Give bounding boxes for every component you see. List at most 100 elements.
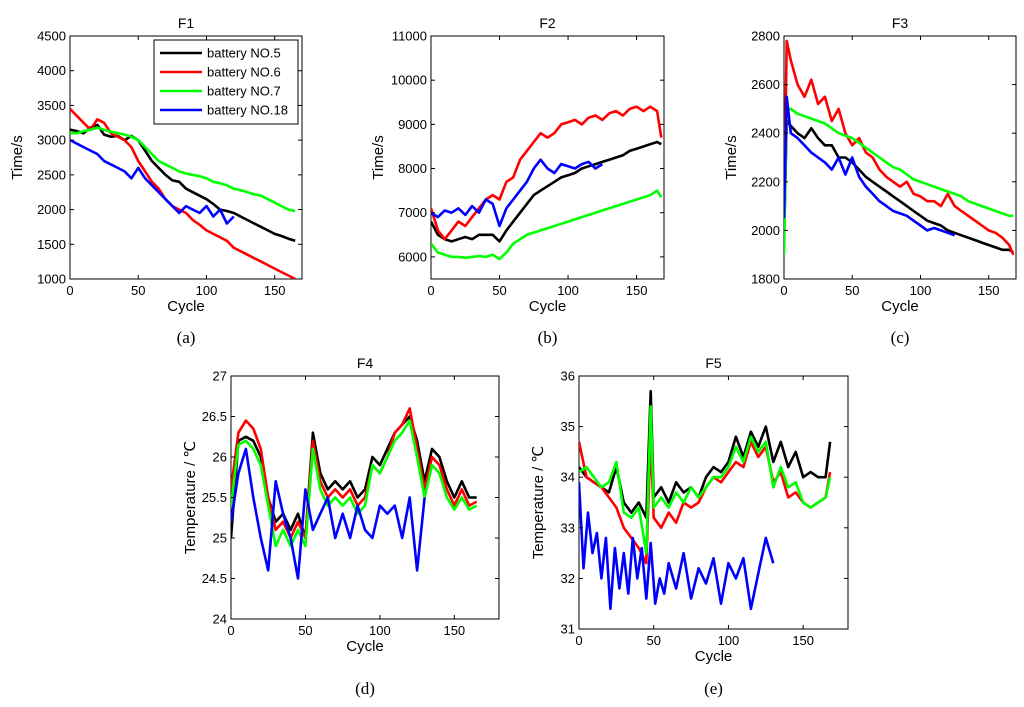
x-axis-label: Cycle [529, 298, 567, 315]
series-line-battery-no-18 [579, 482, 775, 611]
x-axis-label: Cycle [167, 298, 205, 315]
x-axis-label: Cycle [881, 298, 919, 315]
y-axis-label: Time/s [723, 135, 740, 179]
y-tick-label: 3500 [37, 98, 66, 113]
y-tick-label: 24 [213, 612, 227, 627]
y-tick-label: 11000 [392, 29, 427, 44]
y-tick-label: 2000 [37, 202, 66, 217]
y-tick-label: 1500 [37, 237, 66, 252]
plot-area [578, 375, 849, 630]
series-line-battery-no-5 [70, 123, 296, 243]
plot-area [783, 35, 1017, 280]
y-tick-label: 36 [561, 369, 575, 384]
y-tick-label: 24.5 [202, 571, 227, 586]
y-tick-label: 3000 [37, 133, 66, 148]
x-tick-label: 150 [978, 283, 1000, 298]
x-tick-label: 150 [792, 633, 814, 648]
y-tick-label: 2400 [751, 126, 780, 141]
x-tick-label: 0 [66, 283, 73, 298]
panel-title: F2 [539, 15, 556, 31]
x-axis-label: Cycle [346, 638, 384, 655]
panel-title: F1 [178, 15, 195, 31]
panel-title: F4 [357, 355, 374, 371]
panel-caption: (c) [891, 328, 910, 347]
y-tick-label: 34 [561, 470, 575, 485]
series-line-battery-no-18 [231, 447, 426, 580]
legend-label-battery-no-6: battery NO.6 [207, 65, 281, 80]
series-line-battery-no-6 [579, 435, 832, 565]
series-line-battery-no-18 [784, 95, 956, 237]
panel-f3: 0 50 100 150 1800 2000 2200 2400 2600 2800 F3 Cycle… [723, 15, 1017, 347]
legend-label-battery-no-7: battery NO.7 [207, 84, 281, 99]
x-tick-label: 0 [575, 633, 582, 648]
x-axis-label: Cycle [695, 648, 733, 665]
series-line-battery-no-6 [431, 105, 663, 241]
x-tick-label: 150 [264, 283, 286, 298]
x-tick-label: 100 [910, 283, 932, 298]
x-tick-label: 150 [443, 623, 465, 638]
panel-f2: 0 50 100 150 6000 7000 8000 9000 10000 11000 F2 Cyc… [370, 15, 665, 347]
y-tick-label: 2500 [37, 167, 66, 182]
x-tick-label: 50 [131, 283, 145, 298]
panel-title: F3 [892, 15, 909, 31]
y-tick-label: 10000 [391, 73, 427, 88]
y-axis-label: Time/s [370, 135, 387, 179]
y-tick-label: 26.5 [202, 409, 227, 424]
panel-title: F5 [705, 355, 722, 371]
y-axis-label: Time/s [9, 135, 26, 179]
x-tick-label: 100 [718, 633, 740, 648]
y-tick-label: 25.5 [202, 490, 227, 505]
panel-f5: 0 50 100 150 31 32 33 34 35 36 F5 Cycle Temperature … [530, 355, 849, 698]
x-tick-label: 50 [492, 283, 506, 298]
panel-caption: (a) [177, 328, 196, 347]
series-line-battery-no-5 [784, 119, 1014, 254]
panel-caption: (b) [538, 328, 558, 347]
y-tick-label: 27 [213, 369, 227, 384]
x-tick-label: 50 [845, 283, 859, 298]
plot-area [430, 35, 665, 280]
series-line-battery-no-7 [70, 126, 296, 213]
series-line-battery-no-7 [579, 405, 832, 555]
x-tick-label: 0 [427, 283, 434, 298]
y-tick-label: 8000 [398, 161, 427, 176]
y-tick-label: 25 [213, 531, 227, 546]
series-line-battery-no-5 [431, 140, 662, 243]
legend-label-battery-no-18: battery NO.18 [207, 103, 288, 118]
x-tick-label: 100 [557, 283, 579, 298]
y-tick-label: 4000 [37, 63, 66, 78]
panel-caption: (e) [704, 679, 723, 698]
series-line-battery-no-6 [784, 39, 1015, 256]
y-tick-label: 26 [213, 450, 227, 465]
y-tick-label: 4500 [37, 29, 66, 44]
x-tick-label: 100 [369, 623, 391, 638]
panel-f4: 0 50 100 150 24 24.5 25 25.5 26 26.5 27 F4 Cycle Temp… [182, 355, 500, 698]
y-tick-label: 33 [561, 520, 575, 535]
y-tick-label: 35 [561, 419, 575, 434]
y-axis-label: Temperature / ℃ [182, 441, 199, 555]
series-line-battery-no-18 [70, 138, 235, 225]
x-tick-label: 100 [196, 283, 218, 298]
y-tick-label: 1800 [751, 272, 780, 287]
legend: battery NO.5 battery NO.6 battery NO.7 batt… [153, 39, 299, 125]
panel-caption: (d) [355, 679, 375, 698]
x-tick-label: 50 [298, 623, 312, 638]
x-tick-label: 50 [646, 633, 660, 648]
y-tick-label: 9000 [398, 117, 427, 132]
y-tick-label: 7000 [398, 205, 427, 220]
y-tick-label: 2000 [751, 223, 780, 238]
y-tick-label: 2200 [751, 174, 780, 189]
y-axis-label: Temperature / ℃ [530, 446, 547, 560]
y-tick-label: 2800 [751, 29, 780, 44]
x-tick-label: 0 [227, 623, 234, 638]
series-line-battery-no-18 [431, 158, 604, 228]
y-tick-label: 32 [561, 571, 575, 586]
y-tick-label: 31 [561, 622, 575, 637]
series-line-battery-no-7 [431, 189, 663, 261]
y-tick-label: 1000 [37, 272, 66, 287]
y-tick-label: 6000 [398, 249, 427, 264]
y-tick-label: 2600 [751, 77, 780, 92]
x-tick-label: 150 [626, 283, 648, 298]
series-line-battery-no-7 [784, 107, 1014, 255]
legend-label-battery-no-5: battery NO.5 [207, 46, 281, 61]
